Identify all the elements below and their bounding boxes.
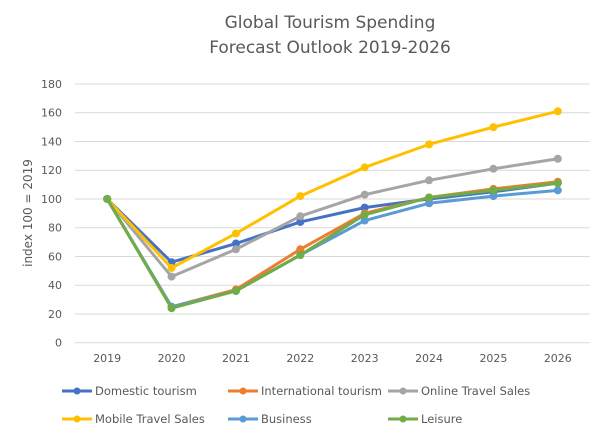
- series-line: [106, 157, 559, 279]
- data-point: [296, 192, 305, 201]
- series-line: [105, 181, 558, 310]
- series-line: [105, 188, 558, 309]
- data-point: [553, 186, 562, 195]
- legend-marker-icon: [239, 387, 247, 395]
- data-point: [489, 186, 498, 195]
- y-tick-label: 140: [41, 135, 62, 148]
- data-point: [553, 179, 562, 188]
- x-tick-label: 2021: [222, 352, 250, 365]
- data-point: [489, 164, 498, 173]
- data-point: [360, 203, 369, 212]
- y-tick-label: 40: [48, 279, 62, 292]
- data-point: [296, 217, 305, 226]
- x-tick-label: 2023: [351, 352, 379, 365]
- x-tick-label: 2026: [544, 352, 572, 365]
- x-tick-label: 2025: [479, 352, 507, 365]
- data-point: [167, 263, 176, 272]
- data-point: [231, 286, 240, 295]
- data-point: [553, 107, 562, 116]
- legend-label: Mobile Travel Sales: [95, 412, 205, 426]
- chart-title-line-2: Forecast Outlook 2019-2026: [209, 38, 451, 58]
- data-point: [553, 154, 562, 163]
- series-line: [105, 180, 558, 309]
- legend-label: Domestic tourism: [95, 384, 197, 398]
- y-tick-label: 80: [48, 222, 62, 235]
- legend-marker-icon: [73, 415, 81, 423]
- legend-marker-icon: [73, 387, 81, 395]
- data-point: [360, 216, 369, 225]
- y-tick-label: 0: [55, 337, 62, 350]
- series-leisure: [103, 179, 562, 313]
- data-point: [425, 140, 434, 149]
- data-point: [103, 194, 112, 203]
- data-point: [360, 163, 369, 172]
- data-point: [489, 123, 498, 132]
- y-tick-label: 120: [41, 164, 62, 177]
- legend-item: Business: [228, 412, 312, 426]
- data-point: [296, 212, 305, 221]
- legend-item: Mobile Travel Sales: [62, 412, 205, 426]
- data-point: [360, 210, 369, 219]
- legend-item: International tourism: [228, 384, 382, 398]
- data-point: [231, 239, 240, 248]
- x-tick-label: 2024: [415, 352, 443, 365]
- legend-label: Leisure: [421, 412, 462, 426]
- legend-item: Domestic tourism: [62, 384, 197, 398]
- data-point: [360, 190, 369, 199]
- y-tick-label: 20: [48, 308, 62, 321]
- legend-marker-icon: [399, 387, 407, 395]
- x-tick-label: 2020: [158, 352, 186, 365]
- data-point: [167, 304, 176, 313]
- data-point: [425, 176, 434, 185]
- y-tick-label: 60: [48, 250, 62, 263]
- legend-item: Leisure: [388, 412, 462, 426]
- y-tick-label: 160: [41, 107, 62, 120]
- legend-marker-icon: [239, 415, 247, 423]
- legend-item: Online Travel Sales: [388, 384, 530, 398]
- series-line: [106, 109, 559, 270]
- y-axis-label: index 100 = 2019: [21, 159, 35, 267]
- legend-label: International tourism: [261, 384, 382, 398]
- chart-title-line-1: Global Tourism Spending: [225, 13, 436, 33]
- legend-label: Business: [261, 412, 312, 426]
- data-point: [489, 192, 498, 201]
- data-point: [296, 245, 305, 254]
- data-point: [425, 199, 434, 208]
- data-point: [296, 251, 305, 260]
- data-point: [167, 272, 176, 281]
- legend-marker-icon: [399, 415, 407, 423]
- y-tick-label: 180: [41, 78, 62, 91]
- y-tick-label: 100: [41, 193, 62, 206]
- x-tick-label: 2022: [286, 352, 314, 365]
- data-point: [425, 193, 434, 202]
- data-point: [231, 229, 240, 238]
- legend-label: Online Travel Sales: [421, 384, 530, 398]
- x-tick-label: 2019: [93, 352, 121, 365]
- data-point: [231, 245, 240, 254]
